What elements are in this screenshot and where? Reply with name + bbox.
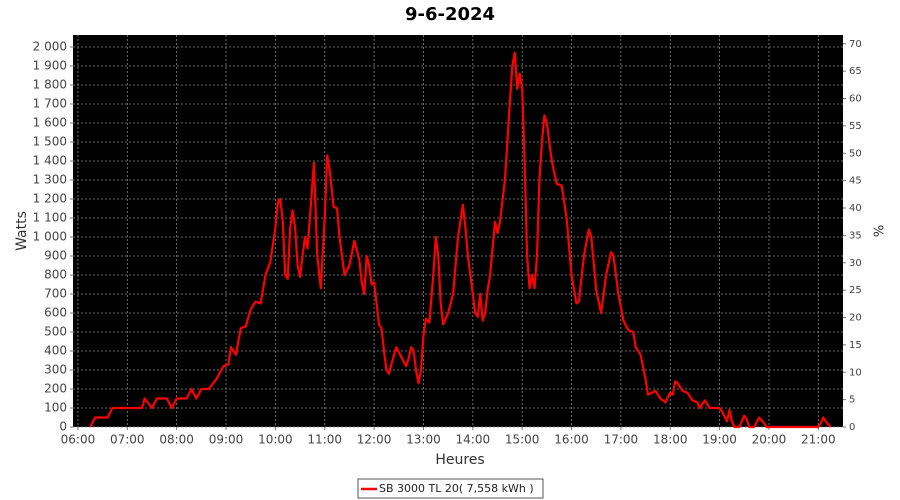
x-tick-label: 12:00	[357, 433, 392, 447]
y-tick-label: 200	[44, 381, 67, 395]
y2-tick-label: 50	[849, 148, 862, 159]
y-axis-label: Watts	[14, 211, 30, 251]
y-tick-label: 300	[44, 362, 67, 376]
x-tick-label: 10:00	[258, 433, 293, 447]
y2-tick-label: 65	[849, 66, 862, 77]
y-tick-label: 1 000	[33, 229, 67, 243]
y2-tick-label: 20	[849, 313, 862, 324]
y-tick-label: 1 600	[33, 115, 67, 129]
chart-title: 9-6-2024	[405, 4, 495, 25]
x-axis-label: Heures	[435, 452, 484, 468]
y-tick-label: 1 800	[33, 77, 67, 91]
x-tick-label: 06:00	[61, 433, 96, 447]
y-tick-label: 0	[59, 420, 67, 434]
x-tick-label: 11:00	[307, 433, 342, 447]
y-tick-label: 600	[44, 305, 67, 319]
y-tick-label: 900	[44, 248, 67, 262]
x-tick-label: 07:00	[110, 433, 145, 447]
legend-label: SB 3000 TL 20( 7,558 kWh )	[379, 482, 534, 495]
x-tick-label: 20:00	[752, 433, 787, 447]
x-tick-label: 19:00	[702, 433, 737, 447]
y2-tick-label: 10	[849, 367, 862, 378]
x-tick-label: 14:00	[456, 433, 491, 447]
y2-tick-label: 40	[849, 203, 862, 214]
x-tick-label: 15:00	[505, 433, 540, 447]
x-tick-label: 08:00	[159, 433, 194, 447]
y2-tick-label: 60	[849, 94, 862, 105]
y2-tick-label: 0	[849, 422, 855, 433]
y2-tick-label: 5	[849, 395, 855, 406]
y-tick-label: 1 300	[33, 172, 67, 186]
y-tick-label: 400	[44, 343, 67, 357]
legend	[357, 478, 544, 499]
y-tick-label: 100	[44, 400, 67, 414]
y-tick-label: 1 400	[33, 153, 67, 167]
y2-tick-label: 35	[849, 230, 862, 241]
x-tick-label: 21:00	[801, 433, 836, 447]
x-tick-label: 09:00	[209, 433, 244, 447]
data-line	[89, 51, 832, 429]
y2-axis-label: %	[873, 225, 888, 237]
x-tick-label: 17:00	[604, 433, 639, 447]
y-tick-label: 1 500	[33, 134, 67, 148]
x-tick-label: 18:00	[653, 433, 688, 447]
y-tick-label: 1 200	[33, 191, 67, 205]
y2-tick-label: 15	[849, 340, 862, 351]
y2-tick-label: 45	[849, 176, 862, 187]
x-tick-label: 16:00	[554, 433, 589, 447]
y-tick-label: 1 100	[33, 210, 67, 224]
y2-tick-label: 25	[849, 285, 862, 296]
y2-tick-label: 55	[849, 121, 862, 132]
y-tick-label: 2 000	[33, 39, 67, 53]
x-tick-label: 13:00	[406, 433, 441, 447]
y-tick-label: 1 900	[33, 58, 67, 72]
y2-tick-label: 30	[849, 258, 862, 269]
y-tick-label: 500	[44, 324, 67, 338]
y-tick-label: 700	[44, 286, 67, 300]
y-tick-label: 800	[44, 267, 67, 281]
y-tick-label: 1 700	[33, 96, 67, 110]
y2-tick-label: 70	[849, 39, 862, 50]
